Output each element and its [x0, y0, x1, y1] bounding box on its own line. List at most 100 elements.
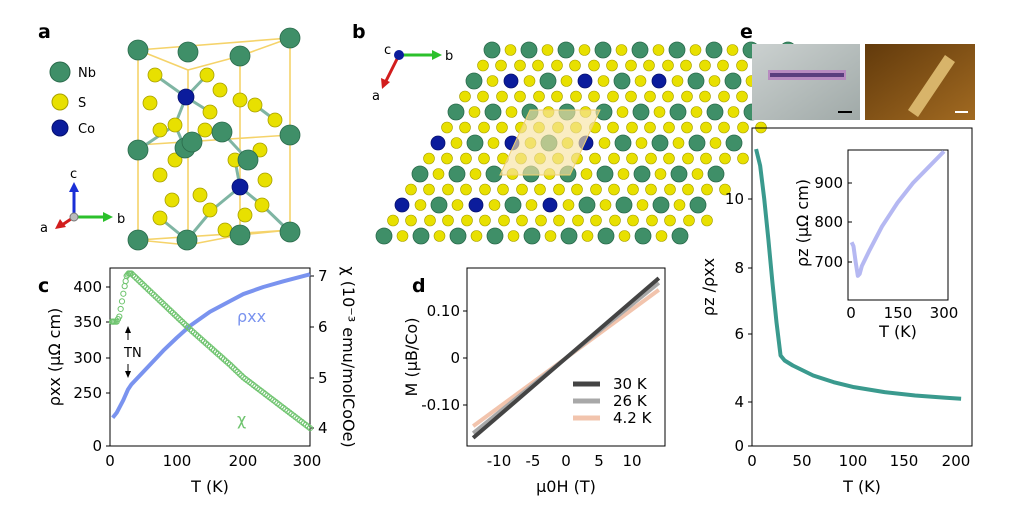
s-atom: [572, 214, 584, 227]
panel-c-left-axis: 400 350 300 250 0 ρxx (μΩ cm): [45, 278, 110, 455]
nb-atom: [724, 72, 742, 90]
s-atom: [683, 214, 695, 227]
s-atom: [682, 183, 694, 196]
e-xtick: 150: [890, 452, 919, 470]
s-atom: [590, 183, 602, 196]
chi-point: [306, 425, 314, 432]
s-atom: [451, 199, 464, 211]
s-atom: [487, 137, 500, 149]
nb-atom: [523, 227, 541, 245]
chi-point: [179, 318, 186, 326]
s-atom: [460, 152, 472, 165]
s-atom: [634, 75, 647, 87]
s-atom: [498, 214, 510, 227]
chi-point: [171, 311, 178, 318]
panel-d-x-axis: -10 -5 0 5 10 μ0H (T): [487, 452, 642, 496]
s-atom: [588, 59, 600, 72]
s-atom: [663, 152, 675, 165]
s-atom: [689, 44, 702, 56]
s-atom: [644, 90, 656, 103]
panel-d-frame: [466, 267, 666, 447]
co-atom: [542, 197, 558, 213]
chi-point: [232, 367, 239, 374]
c-xlabel: T (K): [190, 477, 229, 496]
chi-point: [238, 372, 245, 379]
s-atom: [681, 121, 693, 134]
chi-point: [234, 368, 241, 376]
s-atom: [571, 183, 583, 196]
panel-e-letter: e: [740, 21, 753, 43]
nb-atom: [465, 72, 483, 90]
s-atom: [664, 214, 676, 227]
inset-ytick: 700: [814, 253, 843, 271]
s-atom: [588, 90, 600, 103]
nb-atom: [705, 41, 723, 59]
nb-atom: [520, 41, 538, 59]
s-atom: [441, 152, 453, 165]
c-ytick-right: 4: [318, 419, 328, 437]
s-atom: [551, 90, 563, 103]
s-atom: [514, 90, 526, 103]
nb-atom: [449, 227, 467, 245]
c-ytick-right: 7: [318, 267, 328, 285]
s-atom: [700, 152, 712, 165]
s-atom: [616, 106, 629, 118]
panel-b: b c b a: [352, 21, 803, 245]
inset-xtick: 150: [884, 304, 913, 322]
nb-legend-label: Nb: [78, 66, 96, 81]
s-atom: [541, 44, 554, 56]
nb-atom: [412, 227, 430, 245]
co-atom: [651, 73, 667, 89]
s-atom: [496, 121, 508, 134]
inset-xtick: 300: [930, 304, 959, 322]
s-atom: [719, 183, 731, 196]
nb-atom: [486, 227, 504, 245]
s-atom: [606, 59, 618, 72]
s-atom: [514, 59, 526, 72]
s-atom: [495, 59, 507, 72]
chi-point: [150, 291, 157, 298]
e-xlabel: T (K): [842, 477, 881, 496]
nb-atom: [669, 103, 687, 121]
nb-atom: [483, 41, 501, 59]
s-atom: [551, 59, 563, 72]
s-atom: [636, 199, 649, 211]
s-atom: [690, 106, 703, 118]
s-atom: [441, 121, 453, 134]
s-atom: [516, 183, 528, 196]
s-atom: [553, 214, 565, 227]
s-atom: [635, 137, 648, 149]
s-atom: [626, 152, 638, 165]
s-atom: [423, 183, 435, 196]
c-ytick: 0: [92, 437, 102, 455]
nb-atom: [411, 165, 429, 183]
s-atom: [609, 214, 621, 227]
s-atom: [736, 90, 748, 103]
chi-point: [135, 277, 142, 284]
chi-point: [160, 300, 167, 307]
nb-atom: [632, 103, 650, 121]
co-atom: [503, 73, 519, 89]
nb-atom: [375, 227, 393, 245]
panel-d-legend: 30 K 26 K 4.2 K: [573, 375, 653, 427]
co-atom: [394, 197, 410, 213]
s-atom: [479, 214, 491, 227]
inset-frame: [847, 149, 949, 301]
s-atom: [655, 230, 668, 242]
s-atom: [405, 214, 417, 227]
chi-point: [133, 275, 140, 282]
nb-atom: [614, 134, 632, 152]
d-ylabel: M (μB/Co): [402, 318, 421, 397]
nb-atom: [634, 227, 652, 245]
s-atom: [505, 106, 518, 118]
s-atom: [737, 152, 749, 165]
unit-cell-highlight: [499, 109, 601, 176]
axis-b-label: b: [117, 212, 125, 227]
panel-e-y-axis: 10 8 6 4 0 ρz /ρxx: [699, 190, 752, 455]
s-atom: [544, 230, 557, 242]
panel-a-axes-indicator: c a b: [40, 167, 125, 236]
e-xtick: 200: [942, 452, 971, 470]
s-atom: [645, 183, 657, 196]
s-atom: [479, 183, 491, 196]
